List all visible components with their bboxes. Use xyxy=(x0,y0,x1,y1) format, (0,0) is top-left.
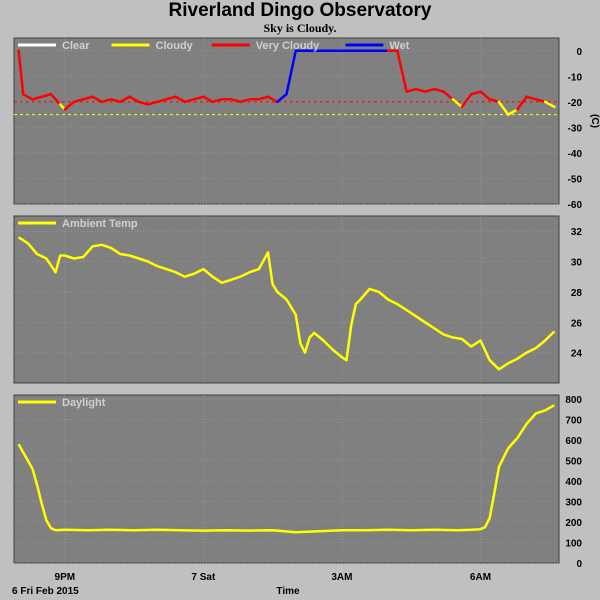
sky-y-tick-label: 0 xyxy=(576,47,582,58)
sky-y-tick-label: -60 xyxy=(568,200,583,211)
sky-series-segment xyxy=(100,98,113,104)
x-tick-label: 9PM xyxy=(55,572,76,583)
sky-series-segment xyxy=(239,98,251,104)
ambient-y-tick-label: 32 xyxy=(571,227,583,238)
sky-series-segment xyxy=(17,49,25,96)
x-tick-label: 6AM xyxy=(470,572,491,583)
ambient-y-tick-label: 24 xyxy=(571,349,583,360)
sky-series-segment xyxy=(543,100,556,109)
sky-series-segment xyxy=(285,49,297,96)
page-title: Riverland Dingo Observatory xyxy=(168,0,432,21)
ambient-panel: 24 26 28 30 32 Ambient Temp xyxy=(13,215,583,384)
daylight-y-tick-label: 500 xyxy=(565,457,582,468)
sky-series-segment xyxy=(155,98,168,104)
sky-legend-label: Wet xyxy=(389,40,409,52)
sky-series-segment xyxy=(414,87,427,93)
daylight-y-tick-label: 600 xyxy=(565,436,582,447)
sky-y-tick-label: -10 xyxy=(568,72,583,83)
sky-series-segment xyxy=(229,98,242,104)
sky-series-segment xyxy=(211,98,224,104)
sky-series-segment xyxy=(276,92,288,104)
sky-series-segment xyxy=(174,95,187,104)
sky-legend-label: Very Cloudy xyxy=(256,40,320,52)
sky-series-segment xyxy=(423,87,436,93)
sky-series-segment xyxy=(183,98,196,104)
daylight-panel: 0 100 200 300 400 500 600 700 800 9PM 7 Sat 3AM 6AM D… xyxy=(13,394,582,583)
x-axis-title: Time xyxy=(276,586,300,597)
sky-series-segment xyxy=(146,100,159,106)
ambient-y-tick-label: 26 xyxy=(571,318,583,329)
daylight-y-tick-label: 100 xyxy=(565,539,582,550)
daylight-y-tick-label: 700 xyxy=(565,416,582,427)
sky-series-segment xyxy=(266,95,279,104)
ambient-y-tick-label: 30 xyxy=(571,258,583,269)
sky-series-segment xyxy=(21,92,34,101)
sky-legend-label: Cloudy xyxy=(156,40,194,52)
ambient-legend-label: Ambient Temp xyxy=(62,218,138,230)
sky-series-segment xyxy=(442,90,455,101)
sky-series-segment xyxy=(137,100,150,106)
sky-series-segment xyxy=(506,108,519,116)
sky-series-segment xyxy=(202,95,214,104)
sky-y-unit-label: (C) xyxy=(589,114,600,128)
x-tick-label: 7 Sat xyxy=(191,572,216,583)
x-axis-date-label: 6 Fri Feb 2015 xyxy=(12,586,79,597)
sky-series-segment xyxy=(109,98,122,104)
sky-series-segment xyxy=(525,95,538,101)
sky-series-segment xyxy=(63,100,76,111)
sky-series-segment xyxy=(396,49,408,93)
daylight-y-tick-label: 200 xyxy=(565,518,582,529)
sky-series-segment xyxy=(128,95,140,104)
sky-series-segment xyxy=(534,98,547,104)
sky-y-tick-label: -30 xyxy=(568,123,583,134)
sky-legend-label: Clear xyxy=(62,40,90,52)
sky-panel: 0 -10 -20 -30 -40 -50 -60 (C) Clear Cloudy Very Cl… xyxy=(13,37,600,211)
sky-y-tick-label: -50 xyxy=(568,174,583,185)
sky-series-segment xyxy=(451,98,464,109)
ambient-series-line xyxy=(17,236,556,371)
sky-series-segment xyxy=(72,98,85,104)
sky-series-segment xyxy=(165,95,177,101)
sky-plot-area xyxy=(13,37,560,205)
sky-series-segment xyxy=(257,95,270,101)
sky-y-tick-label: -20 xyxy=(568,98,583,109)
daylight-plot-area xyxy=(13,394,560,564)
sky-series-segment xyxy=(192,95,205,101)
sky-series-segment xyxy=(460,92,473,109)
sky-series-segment xyxy=(433,87,445,93)
daylight-y-tick-label: 400 xyxy=(565,477,582,488)
ambient-y-tick-label: 28 xyxy=(571,288,583,299)
sky-series-segment xyxy=(91,95,104,104)
sky-series-segment xyxy=(82,95,94,101)
x-tick-label: 3AM xyxy=(331,572,352,583)
sky-series-segment xyxy=(49,92,62,106)
daylight-y-tick-label: 800 xyxy=(565,395,582,406)
daylight-series-line xyxy=(17,404,556,534)
sky-series-segment xyxy=(40,92,53,98)
daylight-y-tick-label: 0 xyxy=(576,559,582,570)
daylight-y-tick-label: 300 xyxy=(565,498,582,509)
daylight-legend-label: Daylight xyxy=(62,397,106,409)
sky-y-tick-label: -40 xyxy=(568,149,583,160)
sky-series-segment xyxy=(405,87,418,93)
sky-series-segment xyxy=(479,90,491,101)
sky-series-segment xyxy=(469,90,482,96)
page-subtitle: Sky is Cloudy. xyxy=(263,21,337,35)
sky-series-segment xyxy=(516,95,528,111)
sky-series-segment xyxy=(31,95,43,101)
sky-series-segment xyxy=(497,100,510,116)
sky-series-segment xyxy=(488,98,501,104)
sky-series-segment xyxy=(118,95,131,104)
